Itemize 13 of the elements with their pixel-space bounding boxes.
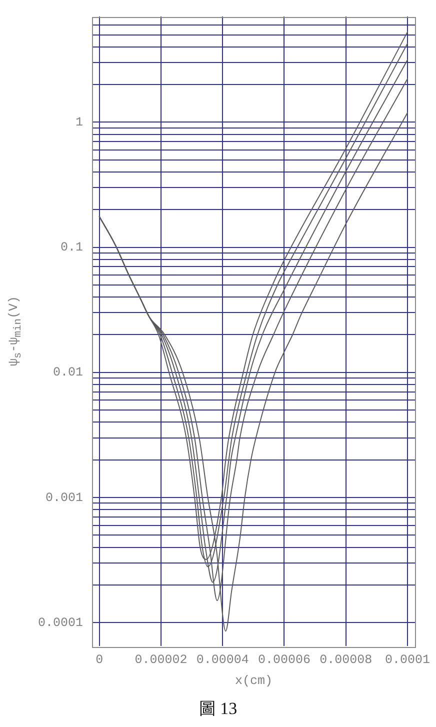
y-tick-label: 0.01	[52, 366, 84, 380]
x-tick-label: 0.0001	[384, 652, 430, 667]
caption: 圖 13	[198, 699, 238, 720]
x-tick-label: 0.00004	[196, 652, 249, 667]
y-tick-label: 0.1	[60, 240, 84, 255]
x-tick-label: 0.00008	[320, 652, 372, 667]
y-tick-label: 1	[75, 116, 84, 130]
x-tick-label: 0.00006	[258, 652, 310, 667]
x-tick-label: 0.00002	[134, 652, 188, 667]
x-tick-label: 0	[96, 652, 104, 667]
y-tick-label: 0.001	[45, 490, 84, 505]
y-tick-label: 0.0001	[38, 616, 84, 630]
x-axis-title: x(cm)	[234, 674, 272, 688]
